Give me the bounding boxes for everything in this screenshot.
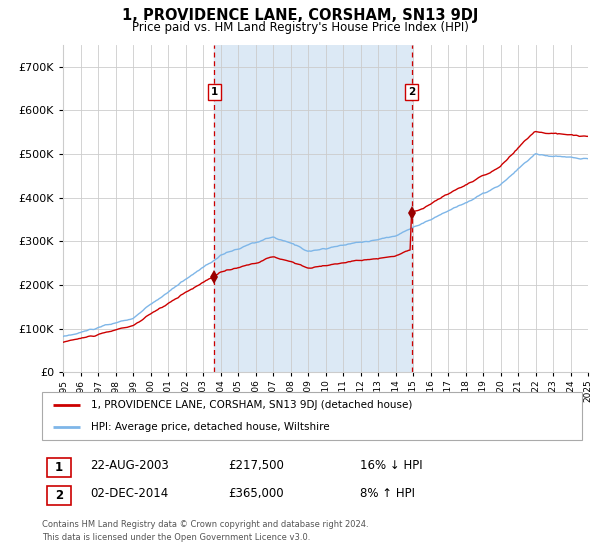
Text: £365,000: £365,000 [228, 487, 284, 501]
Text: 22-AUG-2003: 22-AUG-2003 [90, 459, 169, 473]
Text: £217,500: £217,500 [228, 459, 284, 473]
Text: 02-DEC-2014: 02-DEC-2014 [90, 487, 168, 501]
Text: 16% ↓ HPI: 16% ↓ HPI [360, 459, 422, 473]
Text: 2: 2 [408, 87, 415, 97]
Text: HPI: Average price, detached house, Wiltshire: HPI: Average price, detached house, Wilt… [91, 422, 329, 432]
Text: 1, PROVIDENCE LANE, CORSHAM, SN13 9DJ: 1, PROVIDENCE LANE, CORSHAM, SN13 9DJ [122, 8, 478, 24]
Text: 1: 1 [211, 87, 218, 97]
Bar [214, 45, 412, 372]
Text: 8% ↑ HPI: 8% ↑ HPI [360, 487, 415, 501]
Text: Contains HM Land Registry data © Crown copyright and database right 2024.
This d: Contains HM Land Registry data © Crown c… [42, 520, 368, 542]
Text: 2: 2 [55, 489, 63, 502]
Text: 1, PROVIDENCE LANE, CORSHAM, SN13 9DJ (detached house): 1, PROVIDENCE LANE, CORSHAM, SN13 9DJ (d… [91, 400, 412, 410]
Text: Price paid vs. HM Land Registry's House Price Index (HPI): Price paid vs. HM Land Registry's House … [131, 21, 469, 34]
Text: 1: 1 [55, 461, 63, 474]
